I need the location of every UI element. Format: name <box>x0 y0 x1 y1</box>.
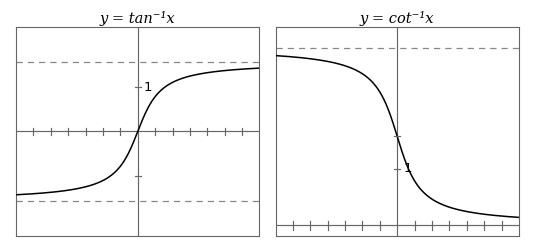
Title: y = tan⁻¹x: y = tan⁻¹x <box>100 11 175 26</box>
Title: y = cot⁻¹x: y = cot⁻¹x <box>360 11 434 26</box>
Text: 1: 1 <box>144 81 152 93</box>
Text: 1: 1 <box>403 162 412 175</box>
